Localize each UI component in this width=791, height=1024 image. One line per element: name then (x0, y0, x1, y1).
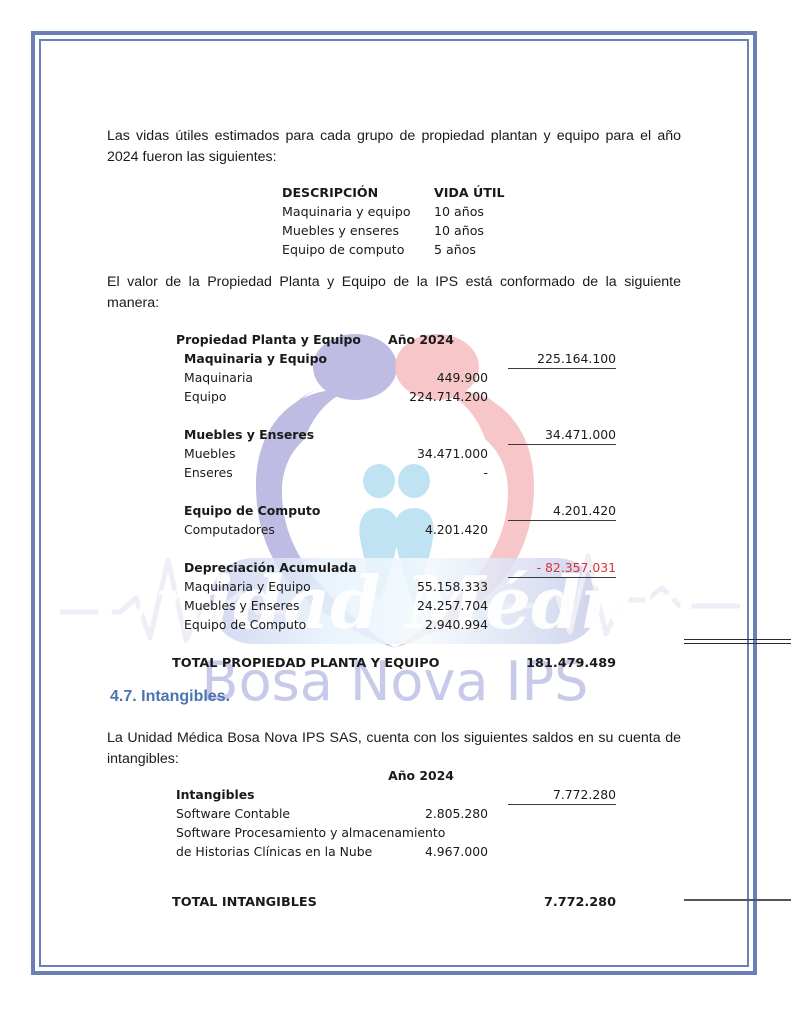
col-header-descripcion: DESCRIPCIÓN (282, 185, 379, 200)
spacer-row (176, 482, 616, 501)
intangibles-total-rule (684, 899, 791, 901)
item-label: Computadores (184, 522, 275, 537)
intro-paragraph: Las vidas útiles estimados para cada gru… (107, 128, 681, 165)
spacer-row (176, 861, 616, 880)
group-name: Intangibles (176, 787, 255, 802)
ppe-header-row: Propiedad Planta y Equipo Año 2024 (176, 330, 616, 349)
intangibles-year-header: Año 2024 (388, 768, 454, 783)
ppe-item-row: Muebles y Enseres 24.257.704 (176, 596, 616, 615)
group-name: Maquinaria y Equipo (184, 351, 328, 366)
cell-description: Maquinaria y equipo (282, 204, 411, 219)
intangibles-total-label: TOTAL INTANGIBLES (172, 895, 317, 910)
col-header-vida-util: VIDA ÚTIL (434, 185, 505, 200)
intangibles-total-row: TOTAL INTANGIBLES 7.772.280 (172, 892, 616, 914)
cell-life: 5 años (434, 242, 476, 257)
group-total: 7.772.280 (508, 785, 616, 805)
ppe-item-row: Equipo de Computo 2.940.994 (176, 615, 616, 634)
ppe-total-double-rule (684, 639, 791, 644)
ppe-total-label: TOTAL PROPIEDAD PLANTA Y EQUIPO (172, 656, 440, 671)
intangibles-table: Año 2024 Intangibles 7.772.280 Software … (172, 766, 791, 914)
item-label: Software Procesamiento y almacenamiento (176, 825, 446, 840)
item-label: Muebles y Enseres (184, 598, 300, 613)
ppe-item-row: Maquinaria 449.900 (176, 368, 616, 387)
group-name: Depreciación Acumulada (184, 560, 357, 575)
item-label: Muebles (184, 446, 236, 461)
item-value: 2.940.994 (424, 617, 488, 632)
section-heading: 4.7. Intangibles. (110, 688, 231, 705)
spacer-row (176, 406, 616, 425)
item-value: - (483, 465, 488, 480)
spacer-row (176, 634, 616, 653)
group-total: 225.164.100 (508, 349, 616, 369)
ppe-group-header: Depreciación Acumulada - 82.357.031 (176, 558, 616, 578)
ppe-item-row: Computadores 4.201.420 (176, 520, 616, 539)
cell-life: 10 años (434, 204, 484, 219)
ppe-item-row: Equipo 224.714.200 (176, 387, 616, 406)
ppe-table: Propiedad Planta y Equipo Año 2024 Maqui… (172, 330, 791, 675)
item-label: Maquinaria y Equipo (184, 579, 311, 594)
item-value: 2.805.280 (424, 806, 488, 821)
item-label: Equipo de Computo (184, 617, 307, 632)
intangibles-group-header: Intangibles 7.772.280 (176, 785, 616, 805)
ppe-total-value: 181.479.489 (526, 656, 616, 671)
item-value: 55.158.333 (417, 579, 488, 594)
item-value: 224.714.200 (409, 389, 488, 404)
item-value: 34.471.000 (417, 446, 488, 461)
item-value: 4.967.000 (424, 844, 488, 859)
item-label-line2: de Historias Clínicas en la Nube (176, 844, 373, 859)
intangibles-item-row-cont: de Historias Clínicas en la Nube 4.967.0… (176, 842, 616, 861)
item-value: 4.201.420 (424, 522, 488, 537)
cell-life: 10 años (434, 223, 484, 238)
group-name: Equipo de Computo (184, 503, 321, 518)
ppe-item-row: Maquinaria y Equipo 55.158.333 (176, 577, 616, 596)
ppe-group-header: Muebles y Enseres 34.471.000 (176, 425, 616, 445)
intangibles-total-value: 7.772.280 (543, 895, 616, 910)
ppe-table-title: Propiedad Planta y Equipo (176, 332, 361, 347)
ppe-total-row: TOTAL PROPIEDAD PLANTA Y EQUIPO 181.479.… (172, 653, 616, 675)
intangibles-item-row: Software Contable 2.805.280 (176, 804, 616, 823)
ppe-item-row: Muebles 34.471.000 (176, 444, 616, 463)
group-total: - 82.357.031 (508, 558, 616, 578)
cell-description: Muebles y enseres (282, 223, 400, 238)
item-label: Enseres (184, 465, 233, 480)
intangibles-header-row: Año 2024 (176, 766, 616, 785)
cell-description: Equipo de computo (282, 242, 405, 257)
item-label: Equipo (184, 389, 227, 404)
item-label: Software Contable (176, 806, 291, 821)
item-label: Maquinaria (184, 370, 254, 385)
item-value: 24.257.704 (417, 598, 488, 613)
ppe-group-header: Equipo de Computo 4.201.420 (176, 501, 616, 521)
item-value: 449.900 (436, 370, 488, 385)
spacer-row (176, 880, 616, 892)
intangibles-item-row: Software Procesamiento y almacenamiento (176, 823, 616, 842)
ppe-year-header: Año 2024 (388, 332, 454, 347)
ppe-item-row: Enseres - (176, 463, 616, 482)
group-name: Muebles y Enseres (184, 427, 315, 442)
section-paragraph: La Unidad Médica Bosa Nova IPS SAS, cuen… (107, 730, 681, 767)
ppe-paragraph: El valor de la Propiedad Planta y Equipo… (107, 274, 681, 311)
group-total: 4.201.420 (508, 501, 616, 521)
ppe-group-header: Maquinaria y Equipo 225.164.100 (176, 349, 616, 369)
group-total: 34.471.000 (508, 425, 616, 445)
spacer-row (176, 539, 616, 558)
